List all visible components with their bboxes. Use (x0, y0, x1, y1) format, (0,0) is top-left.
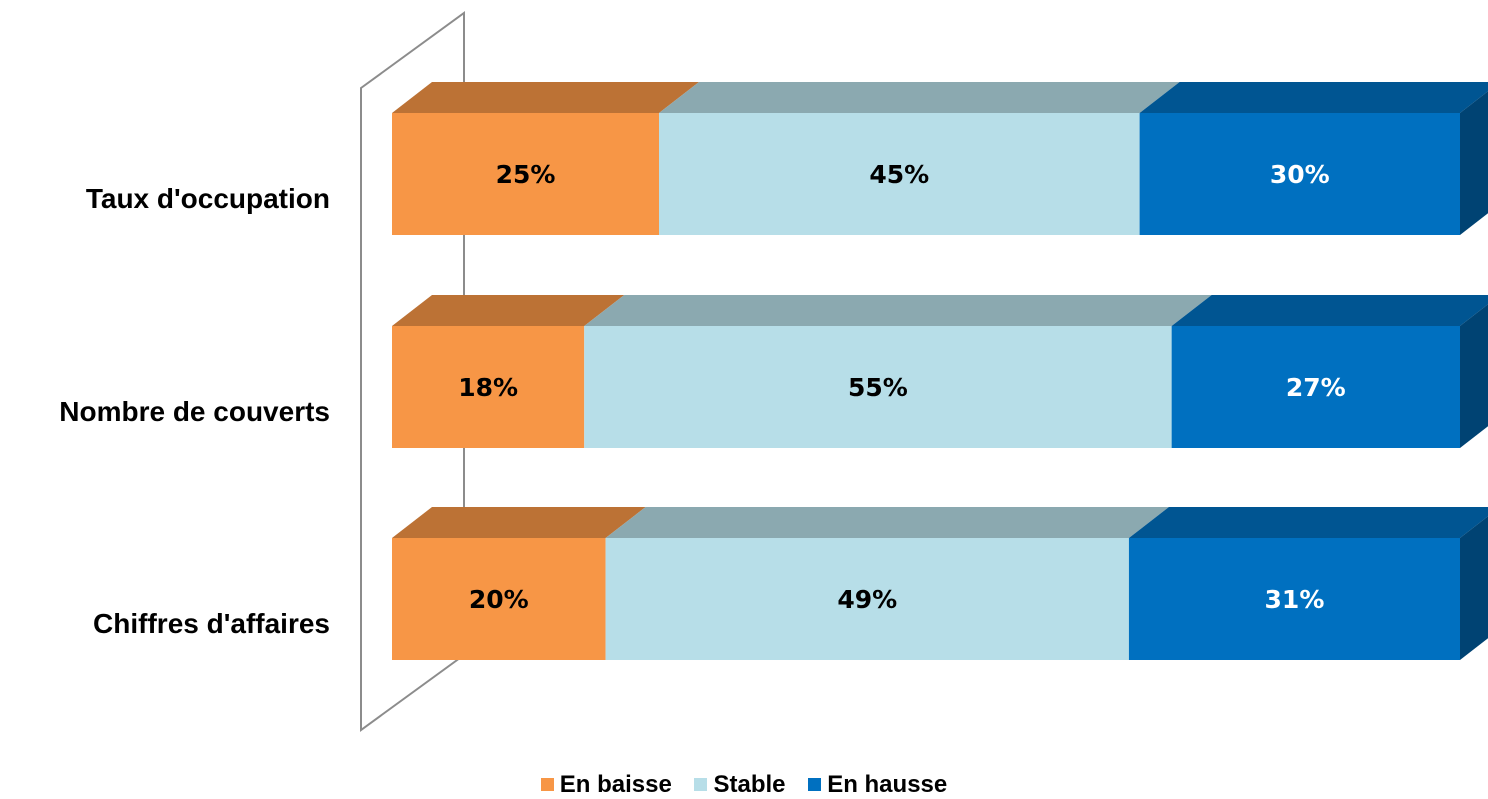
category-label: Chiffres d'affaires (93, 608, 330, 639)
bar-top-face (605, 507, 1169, 538)
data-label: 55% (848, 373, 908, 402)
bar-segment (1128, 538, 1460, 660)
bar-top-face (1171, 295, 1488, 326)
bar-top-face (392, 507, 646, 538)
data-label: 20% (469, 585, 529, 614)
category-labels: Taux d'occupation Nombre de couverts Chi… (59, 183, 330, 639)
bar-segment (392, 538, 606, 660)
legend-label: En hausse (827, 770, 948, 798)
bar-side-face (1460, 91, 1488, 235)
category-label: Nombre de couverts (59, 396, 330, 427)
bar-segment (605, 538, 1129, 660)
bar-top-face (659, 82, 1180, 113)
data-label: 45% (869, 160, 929, 189)
legend-swatch (540, 778, 554, 791)
bar-top-face (1128, 507, 1488, 538)
bar-side-face (1460, 304, 1488, 448)
bar-segment (1171, 326, 1460, 448)
data-label: 30% (1270, 160, 1330, 189)
legend-item-en-hausse: En hausse (808, 771, 947, 799)
legend-label: En baisse (559, 770, 672, 798)
bar-top-face (584, 295, 1212, 326)
data-label: 31% (1265, 585, 1325, 614)
legend: En baisse Stable En hausse (0, 770, 1488, 799)
bar-top-face (1139, 82, 1488, 113)
legend-item-en-baisse: En baisse (540, 770, 672, 799)
bar-segment (659, 113, 1140, 235)
bars-group: 25% 45% 30% 18% 55% 27% 20% 49% 31% (392, 82, 1488, 660)
data-label: 49% (837, 585, 897, 614)
bar-segment (392, 326, 585, 448)
bar-side-face (1460, 516, 1488, 660)
legend-swatch (808, 778, 822, 791)
bar-top-face (392, 82, 699, 113)
data-label: 25% (496, 160, 556, 189)
data-label: 18% (458, 373, 518, 402)
bar-segment (392, 113, 659, 235)
category-label: Taux d'occupation (86, 183, 330, 214)
bar-segment (584, 326, 1172, 448)
bar-segment (1139, 113, 1460, 235)
data-label: 27% (1286, 373, 1346, 402)
legend-swatch (694, 778, 708, 791)
legend-item-stable: Stable (694, 770, 786, 799)
legend-label: Stable (713, 770, 786, 798)
bar-top-face (392, 295, 625, 326)
